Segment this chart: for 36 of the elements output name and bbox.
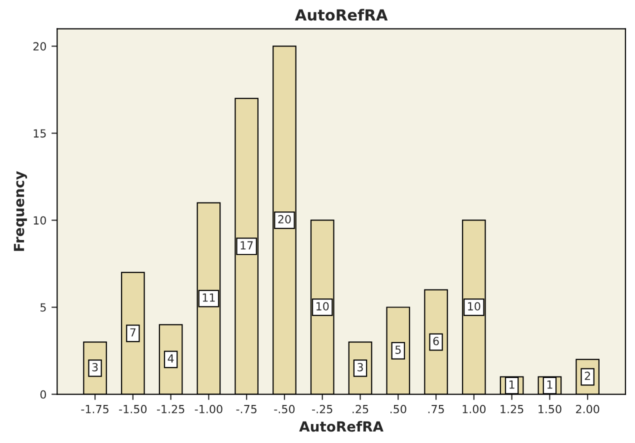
x-tick-label: .50: [390, 404, 406, 414]
x-tick-label: .75: [428, 405, 444, 414]
data-label: 6: [433, 336, 439, 346]
x-tick-label: 1.50: [538, 404, 562, 414]
data-label: 1: [509, 380, 514, 389]
x-tick-label: -.50: [274, 404, 295, 414]
x-tick-label: -1.50: [119, 404, 147, 414]
data-label: 7: [130, 328, 136, 336]
x-tick-label: .25: [352, 404, 368, 414]
data-label: 10: [316, 302, 329, 310]
x-tick-label: -1.00: [194, 404, 222, 414]
data-label: 3: [358, 362, 363, 372]
y-axis-title: Frequency: [14, 171, 28, 251]
data-label: 17: [240, 241, 253, 250]
chart-title: AutoRefRA: [294, 8, 388, 21]
y-tick-label: 10: [34, 216, 46, 225]
data-label: 20: [278, 215, 291, 224]
y-tick-label: 0: [40, 390, 46, 399]
data-label: 4: [168, 354, 174, 363]
data-label: 10: [468, 302, 480, 310]
x-tick-label: 2.00: [576, 404, 600, 414]
data-label: 5: [395, 346, 401, 354]
x-tick-label: -.75: [236, 405, 256, 414]
x-tick-label: 1.25: [500, 404, 524, 414]
data-label: 3: [92, 362, 98, 372]
x-axis-title: AutoRefRA: [299, 420, 384, 432]
y-tick-label: 20: [33, 42, 46, 51]
y-tick-label: 5: [40, 303, 46, 312]
x-tick-label: -1.75: [81, 405, 108, 414]
data-label: 1: [547, 380, 552, 389]
x-tick-label: -1.25: [156, 404, 184, 414]
data-label: 2: [584, 372, 590, 380]
x-tick-label: 1.00: [462, 404, 486, 414]
data-label: 11: [202, 294, 215, 302]
y-tick-label: 15: [34, 129, 46, 138]
x-tick-label: -.25: [312, 404, 332, 414]
